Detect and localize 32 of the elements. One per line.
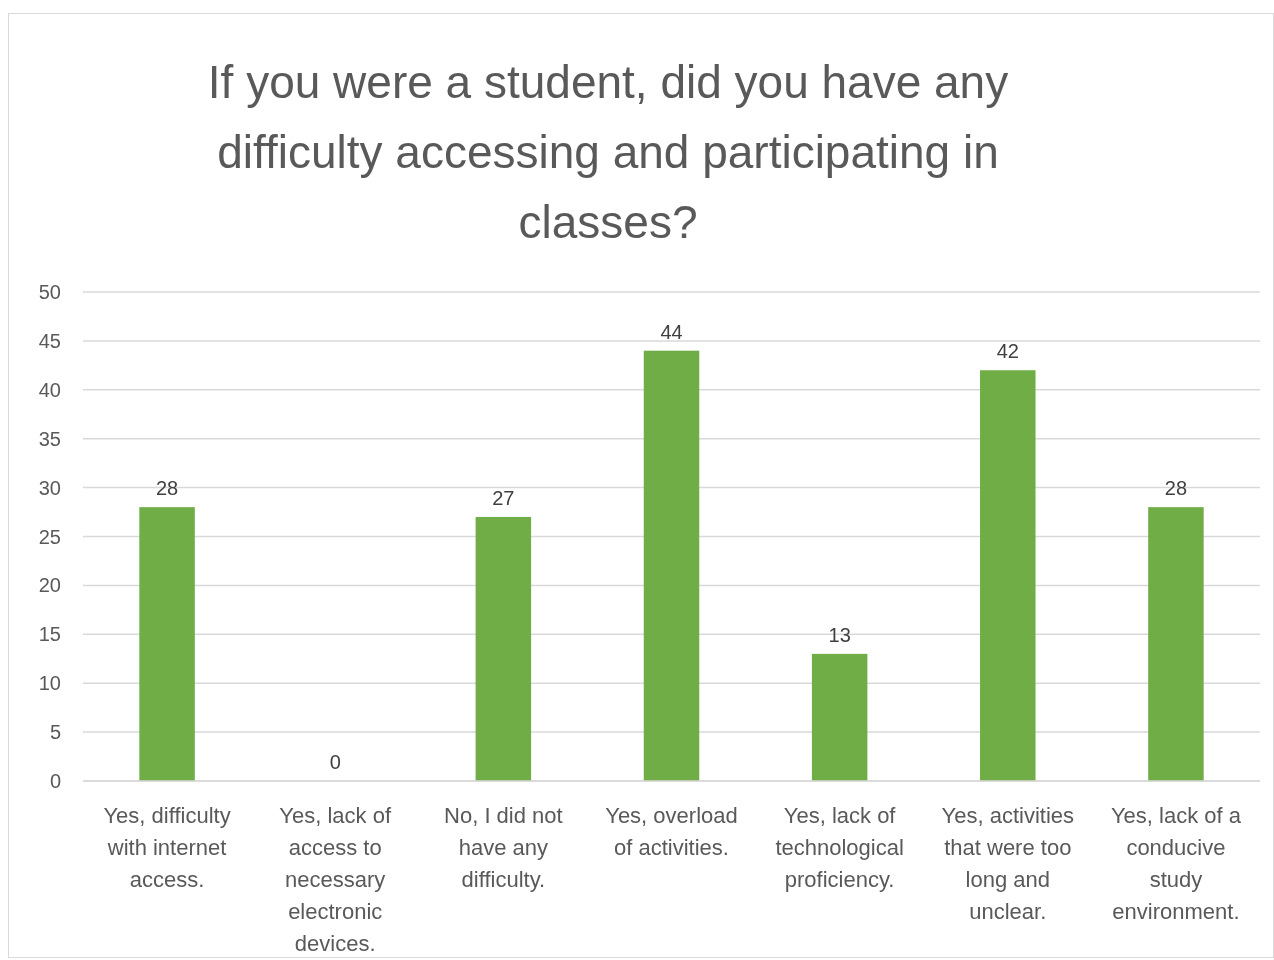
y-tick-label: 45	[38, 329, 61, 352]
x-tick-label: Yes, lack of technological proficiency.	[775, 803, 904, 892]
y-tick-label: 30	[38, 476, 61, 499]
data-label: 28	[155, 477, 179, 500]
data-label: 44	[660, 320, 683, 343]
y-tick-label: 20	[38, 574, 61, 597]
data-label: 28	[1164, 477, 1188, 500]
x-tick-label: Yes, activities that were too long and unclear.	[941, 803, 1075, 924]
y-tick-label: 10	[38, 672, 61, 695]
data-label: 13	[828, 623, 851, 646]
chart-title: If you were a student, did you have any difficulty accessing and participating in classes?	[207, 56, 1009, 248]
y-tick-label: 15	[38, 623, 61, 646]
x-tick-label: Yes, lack of a conducive study environment.	[1110, 803, 1242, 924]
y-tick-label: 25	[38, 525, 61, 548]
bar	[643, 350, 700, 781]
y-tick-label: 35	[38, 427, 61, 450]
x-tick-label: No, I did not have any difficulty.	[444, 803, 563, 892]
y-tick-label: 50	[38, 281, 61, 303]
data-label: 27	[492, 486, 515, 509]
data-label: 42	[996, 340, 1019, 363]
bar	[980, 370, 1036, 781]
bar	[811, 653, 868, 781]
bar	[139, 507, 195, 781]
x-tick-label: Yes, overload of activities.	[605, 803, 738, 860]
bar	[475, 516, 532, 781]
y-tick-label: 40	[38, 378, 61, 401]
bar	[1148, 507, 1204, 781]
y-tick-label: 0	[49, 770, 61, 792]
y-tick-label: 5	[49, 721, 61, 744]
x-tick-label: Yes, difficulty with internet access.	[103, 803, 231, 892]
data-label: 0	[329, 751, 341, 773]
x-tick-label: Yes, lack of access to necessary electronic devices.	[279, 803, 392, 956]
